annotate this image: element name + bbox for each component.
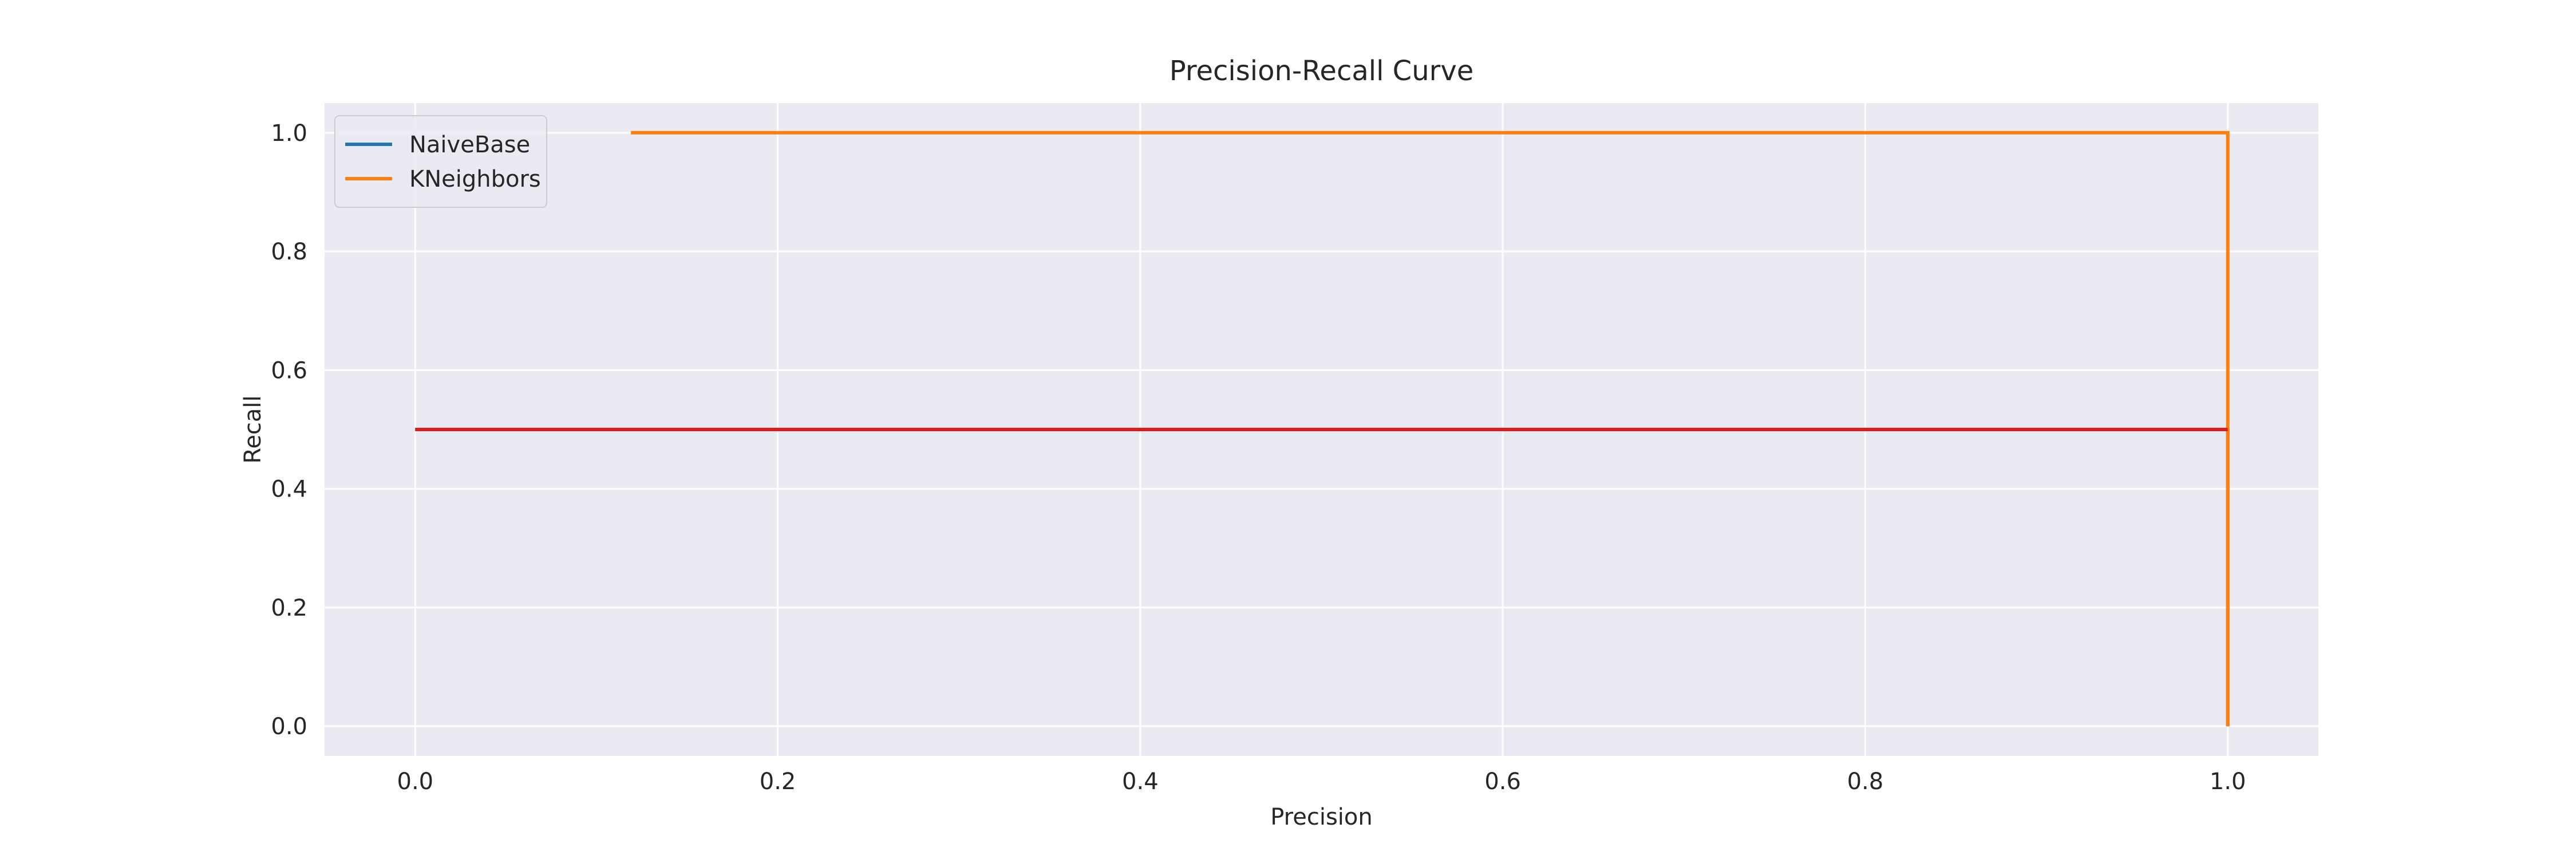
x-tick-label: 0.8 (1847, 769, 1884, 795)
chart-title: Precision-Recall Curve (1170, 55, 1474, 87)
x-tick-label: 0.6 (1484, 769, 1521, 795)
legend: NaiveBase KNeighbors (334, 115, 547, 208)
x-axis-title: Precision (1270, 804, 1372, 830)
y-tick-label: 0.0 (271, 714, 307, 740)
series-line-kneighbors (631, 131, 2230, 727)
y-tick-label: 0.2 (271, 595, 307, 621)
x-tick-label: 0.0 (397, 769, 434, 795)
legend-label-kneighbors: KNeighbors (409, 166, 541, 192)
y-tick-labels: 0.0 0.2 0.4 0.6 0.8 1.0 (271, 120, 307, 740)
x-tick-label: 1.0 (2210, 769, 2246, 795)
y-axis-title: Recall (240, 395, 266, 463)
legend-box (334, 115, 547, 208)
series-lines (415, 131, 2230, 727)
y-tick-label: 0.6 (271, 357, 307, 384)
y-tick-label: 0.8 (271, 239, 307, 265)
y-tick-label: 1.0 (271, 120, 307, 147)
legend-label-naivebase: NaiveBase (409, 132, 530, 158)
y-tick-label: 0.4 (271, 476, 307, 503)
x-tick-labels: 0.0 0.2 0.4 0.6 0.8 1.0 (397, 769, 2246, 795)
x-tick-label: 0.2 (760, 769, 796, 795)
x-tick-label: 0.4 (1122, 769, 1159, 795)
